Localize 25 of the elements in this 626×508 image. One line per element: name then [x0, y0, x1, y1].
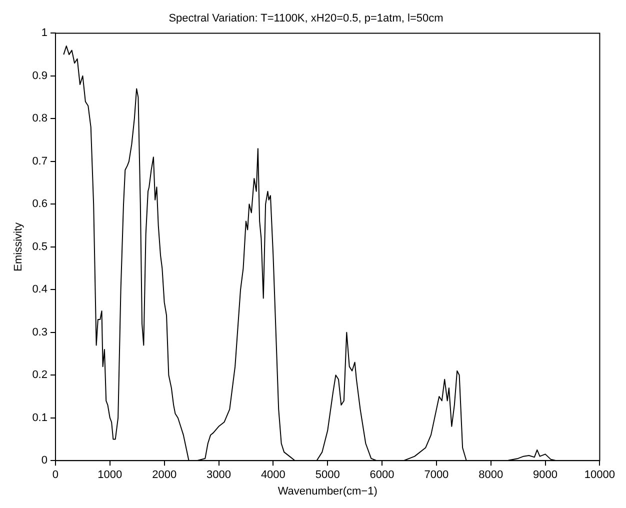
y-tick-label: 0.6 — [32, 198, 48, 210]
y-tick-label: 0.2 — [32, 369, 48, 382]
y-axis-title: Emissivity — [12, 222, 25, 272]
x-tick-label: 6000 — [370, 469, 394, 482]
x-axis-title: Wavenumber(cm−1) — [278, 485, 378, 498]
y-tick-label: 0.1 — [32, 412, 48, 424]
y-tick-label: 0.7 — [32, 155, 48, 168]
x-tick-label: 8000 — [478, 469, 504, 482]
x-tick-label: 3000 — [206, 469, 231, 482]
x-tick-label: 0 — [52, 469, 59, 482]
x-tick-label: 5000 — [315, 469, 340, 482]
y-tick-label: 0.5 — [32, 240, 48, 253]
x-tick-label: 10000 — [584, 469, 616, 482]
y-tick-label: 0 — [41, 454, 48, 467]
x-tick-label: 4000 — [260, 469, 286, 482]
x-tick-label: 2000 — [152, 469, 177, 482]
y-tick-label: 1 — [41, 27, 48, 40]
y-tick-label: 0.8 — [32, 112, 48, 125]
x-tick-label: 1000 — [98, 469, 122, 482]
y-tick-label: 0.9 — [32, 70, 48, 82]
x-tick-label: 7000 — [424, 469, 449, 482]
y-tick-label: 0.4 — [32, 284, 48, 296]
chart-title: Spectral Variation: T=1100K, xH20=0.5, p=1atm, l=50cm — [168, 12, 444, 25]
y-tick-label: 0.3 — [32, 326, 48, 338]
x-tick-label: 9000 — [533, 469, 558, 482]
